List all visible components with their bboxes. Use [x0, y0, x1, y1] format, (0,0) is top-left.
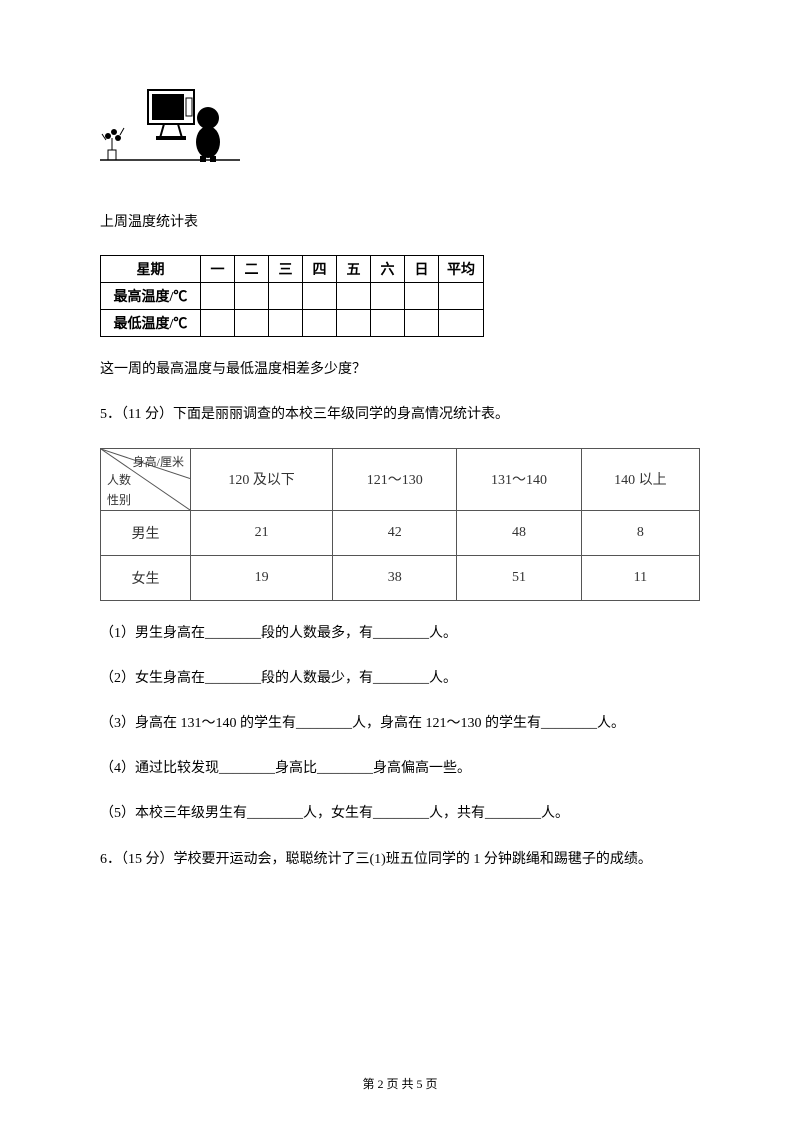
cell: [303, 310, 337, 337]
page-content: 上周温度统计表 星期 一 二 三 四 五 六 日 平均 最高温度/℃ 最低温度/…: [0, 0, 800, 932]
cell: [235, 283, 269, 310]
col-header: 120 及以下: [191, 448, 333, 510]
table-row: 女生 19 38 51 11: [101, 555, 700, 600]
diagonal-header: 身高/厘米 人数 性别: [101, 448, 191, 510]
q6-text: 6．（15 分）学校要开运动会，聪聪统计了三(1)班五位同学的 1 分钟跳绳和踢…: [100, 847, 700, 872]
footer-mid: 页 共: [386, 1077, 413, 1091]
cell: [405, 283, 439, 310]
q5-sub-4: （4）通过比较发现________身高比________身高偏高一些。: [100, 756, 700, 781]
table-header-row: 星期 一 二 三 四 五 六 日 平均: [101, 256, 484, 283]
cell: [337, 310, 371, 337]
header-cell: 六: [371, 256, 405, 283]
header-cell: 一: [201, 256, 235, 283]
cell: 11: [581, 555, 699, 600]
cell: 42: [333, 510, 457, 555]
question-temp: 这一周的最高温度与最低温度相差多少度？: [100, 357, 700, 382]
header-cell: 日: [405, 256, 439, 283]
footer-total: 5: [417, 1077, 423, 1091]
cell: 51: [457, 555, 581, 600]
q5-sub-3: （3）身高在 131～140 的学生有________人，身高在 121～130…: [100, 711, 700, 736]
diag-mid-label: 人数: [107, 471, 131, 488]
cell: [405, 310, 439, 337]
footer-left: 第: [362, 1077, 374, 1091]
diag-top-label: 身高/厘米: [133, 453, 184, 470]
header-cell: 四: [303, 256, 337, 283]
col-header: 131～140: [457, 448, 581, 510]
cell: 48: [457, 510, 581, 555]
section-title: 上周温度统计表: [100, 210, 700, 235]
cell: 21: [191, 510, 333, 555]
header-cell: 五: [337, 256, 371, 283]
row-label: 最低温度/℃: [101, 310, 201, 337]
footer-right: 页: [426, 1077, 438, 1091]
header-cell: 星期: [101, 256, 201, 283]
q5-prefix: 5．（11 分）下面是丽丽调查的本校三年级同学的身高情况统计表。: [100, 402, 700, 427]
cell: 8: [581, 510, 699, 555]
cell: [235, 310, 269, 337]
q5-sub-1: （1）男生身高在________段的人数最多，有________人。: [100, 621, 700, 646]
tv-watching-icon: [100, 80, 240, 180]
table-row: 最高温度/℃: [101, 283, 484, 310]
row-label: 男生: [101, 510, 191, 555]
header-cell: 三: [269, 256, 303, 283]
temperature-table: 星期 一 二 三 四 五 六 日 平均 最高温度/℃ 最低温度/℃: [100, 255, 484, 337]
col-header: 121～130: [333, 448, 457, 510]
footer-page: 2: [377, 1077, 383, 1091]
cell: [201, 310, 235, 337]
height-table: 身高/厘米 人数 性别 120 及以下 121～130 131～140 140 …: [100, 448, 700, 601]
row-label: 女生: [101, 555, 191, 600]
header-cell: 二: [235, 256, 269, 283]
cell: [439, 310, 484, 337]
cell: [303, 283, 337, 310]
table-row: 男生 21 42 48 8: [101, 510, 700, 555]
cell: [201, 283, 235, 310]
table-row: 最低温度/℃: [101, 310, 484, 337]
cell: [269, 310, 303, 337]
cell: [337, 283, 371, 310]
cell: [371, 283, 405, 310]
page-footer: 第 2 页 共 5 页: [0, 1075, 800, 1092]
q5-sub-2: （2）女生身高在________段的人数最少，有________人。: [100, 666, 700, 691]
cell: [371, 310, 405, 337]
header-cell: 平均: [439, 256, 484, 283]
cell: 19: [191, 555, 333, 600]
table-header-row: 身高/厘米 人数 性别 120 及以下 121～130 131～140 140 …: [101, 448, 700, 510]
cell: 38: [333, 555, 457, 600]
diag-bot-label: 性别: [107, 491, 131, 508]
decorative-illustration: [100, 80, 240, 180]
col-header: 140 以上: [581, 448, 699, 510]
q5-sub-5: （5）本校三年级男生有________人，女生有________人，共有____…: [100, 801, 700, 826]
row-label: 最高温度/℃: [101, 283, 201, 310]
cell: [439, 283, 484, 310]
cell: [269, 283, 303, 310]
